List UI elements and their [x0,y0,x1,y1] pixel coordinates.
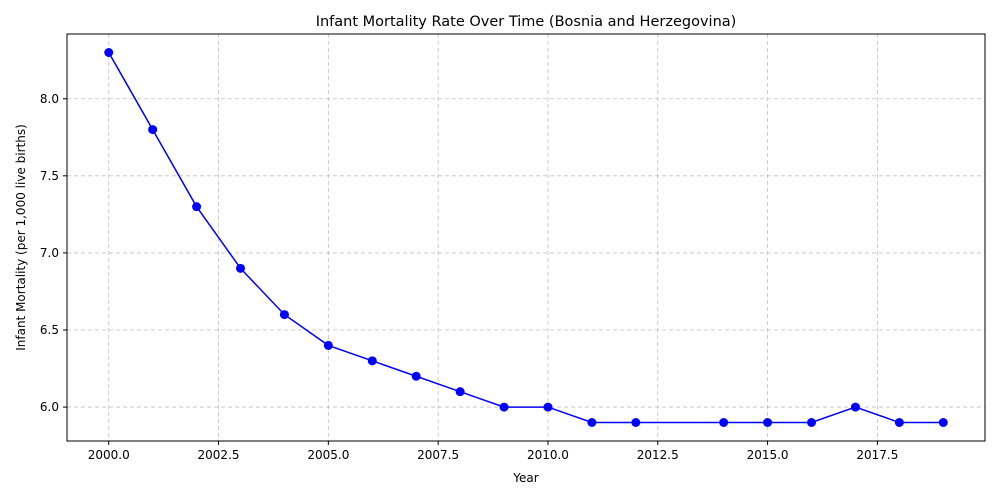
grid-layer [67,34,985,441]
data-point [367,356,377,366]
data-point [192,202,202,212]
x-tick-label: 2015.0 [747,448,789,462]
chart-title: Infant Mortality Rate Over Time (Bosnia … [316,14,737,30]
y-tick-label: 6.5 [40,323,59,337]
series-layer [104,48,948,427]
y-axis-label: Infant Mortality (per 1,000 live births) [14,124,28,351]
data-point [104,48,114,57]
y-tick-label: 7.0 [40,246,59,260]
data-point [719,418,729,427]
data-point [894,418,904,427]
series-line [108,52,944,424]
data-point [543,402,553,412]
data-point [455,387,465,397]
data-point [587,418,597,427]
axis-layer: 2000.0 2002.5 2005.0 2007.5 2010.0 2012.5 2015… [40,92,898,462]
x-tick-label: 2002.5 [198,448,240,462]
data-point [499,402,509,412]
x-axis-label: Year [512,471,538,485]
data-point [850,402,860,412]
x-tick-label: 2012.5 [637,448,679,462]
data-point [763,418,773,427]
x-tick-label: 2000.0 [88,448,130,462]
data-point [235,263,245,273]
data-point [148,125,158,135]
y-tick-label: 7.5 [40,169,59,183]
y-tick-label: 8.0 [40,92,59,106]
y-tick-label: 6.0 [40,400,59,414]
x-tick-label: 2007.5 [417,448,459,462]
data-point [411,371,421,381]
x-tick-label: 2017.5 [856,448,898,462]
x-tick-label: 2005.0 [307,448,349,462]
plot-frame [66,33,986,442]
data-point [279,310,289,320]
data-point [631,418,641,427]
x-tick-label: 2010.0 [527,448,569,462]
data-point [938,418,948,427]
data-point [323,340,333,350]
data-point [807,418,817,427]
